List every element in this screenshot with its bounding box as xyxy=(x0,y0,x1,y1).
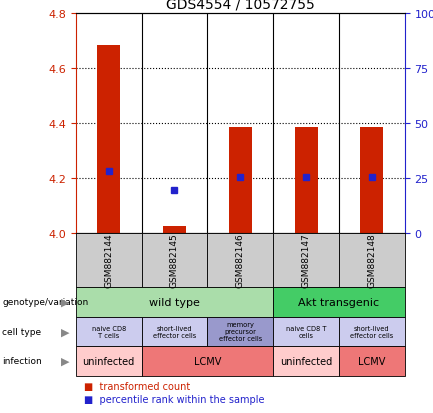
Text: GSM882148: GSM882148 xyxy=(368,233,376,288)
Text: GSM882145: GSM882145 xyxy=(170,233,179,288)
Text: naive CD8 T
cells: naive CD8 T cells xyxy=(286,325,326,338)
Bar xyxy=(229,128,252,233)
Text: short-lived
effector cells: short-lived effector cells xyxy=(153,325,196,338)
Text: ▶: ▶ xyxy=(61,356,69,366)
Bar xyxy=(163,226,186,233)
Text: ■  transformed count: ■ transformed count xyxy=(84,381,191,391)
Text: LCMV: LCMV xyxy=(194,356,221,366)
Text: wild type: wild type xyxy=(149,297,200,307)
Text: ▶: ▶ xyxy=(61,327,69,337)
Text: cell type: cell type xyxy=(2,327,41,336)
Text: Akt transgenic: Akt transgenic xyxy=(298,297,380,307)
Bar xyxy=(97,46,120,233)
Bar xyxy=(294,128,318,233)
Text: GSM882146: GSM882146 xyxy=(236,233,245,288)
Text: genotype/variation: genotype/variation xyxy=(2,298,88,307)
Text: infection: infection xyxy=(2,356,42,366)
Text: LCMV: LCMV xyxy=(358,356,386,366)
Text: short-lived
effector cells: short-lived effector cells xyxy=(350,325,394,338)
Text: memory
precursor
effector cells: memory precursor effector cells xyxy=(219,322,262,342)
Text: GSM882144: GSM882144 xyxy=(104,233,113,288)
Text: ■  percentile rank within the sample: ■ percentile rank within the sample xyxy=(84,394,265,404)
Text: ▶: ▶ xyxy=(61,297,69,307)
Bar xyxy=(360,128,384,233)
Text: uninfected: uninfected xyxy=(280,356,332,366)
Text: GSM882147: GSM882147 xyxy=(302,233,310,288)
Title: GDS4554 / 10572755: GDS4554 / 10572755 xyxy=(166,0,315,12)
Text: naive CD8
T cells: naive CD8 T cells xyxy=(91,325,126,338)
Text: uninfected: uninfected xyxy=(83,356,135,366)
